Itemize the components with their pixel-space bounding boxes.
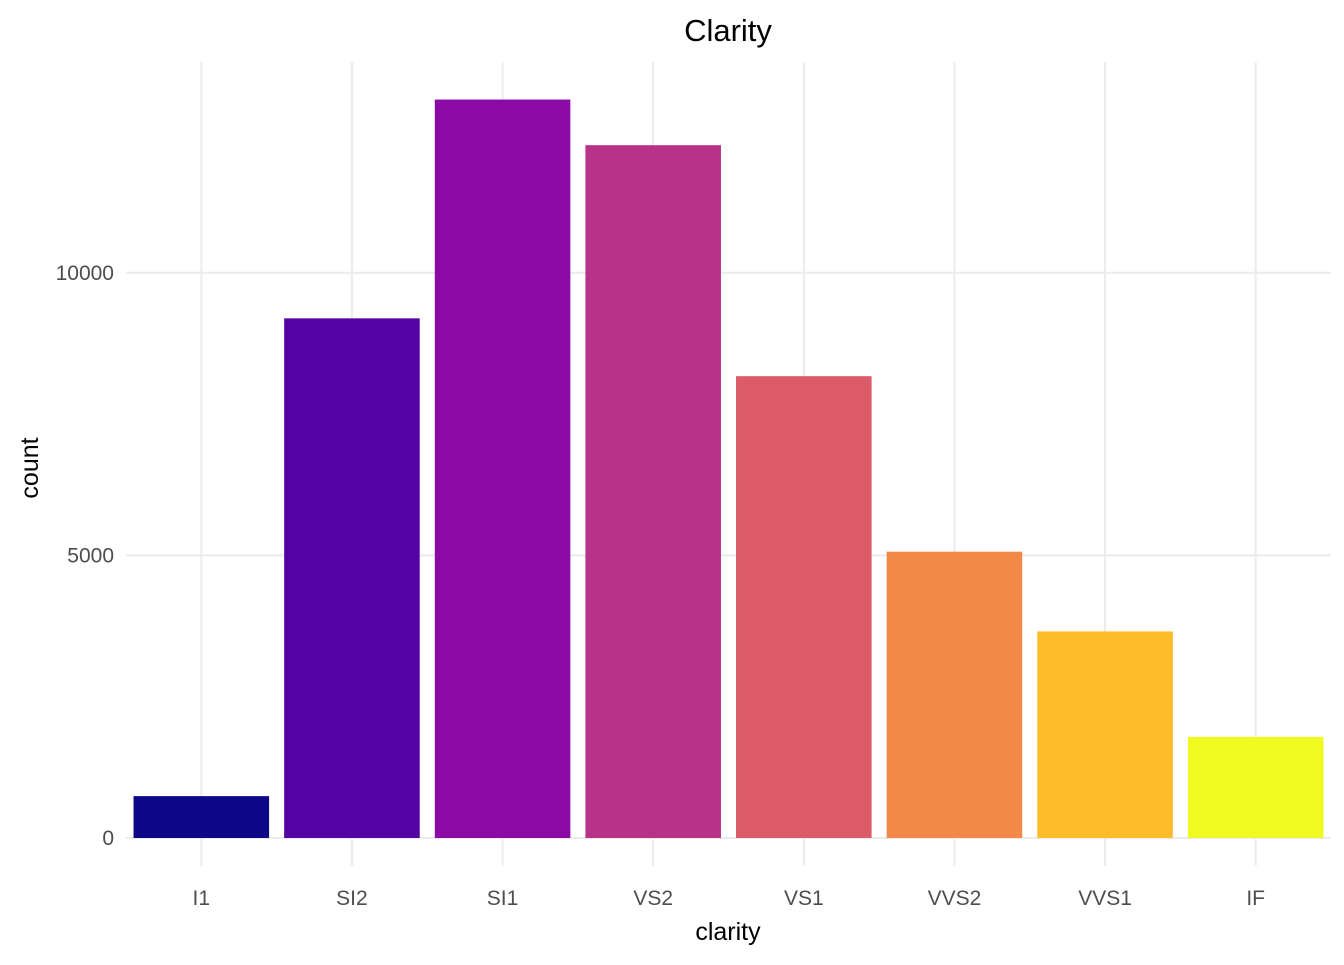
x-tick-label: VVS2 xyxy=(928,887,982,910)
y-axis-title: count xyxy=(16,437,44,498)
bar-si2 xyxy=(284,318,420,839)
bar-vvs1 xyxy=(1037,631,1173,838)
x-tick-label: I1 xyxy=(193,887,211,910)
x-tick-label: SI1 xyxy=(487,887,519,910)
x-tick-label: VS2 xyxy=(633,887,673,910)
x-tick-label: VS1 xyxy=(784,887,824,910)
y-tick-label: 0 xyxy=(102,827,114,850)
bars xyxy=(133,99,1324,839)
bar-if xyxy=(1187,736,1324,838)
y-tick-label: 5000 xyxy=(67,544,114,567)
chart-title: Clarity xyxy=(684,13,772,48)
x-axis-title: clarity xyxy=(695,918,761,946)
bar-si1 xyxy=(434,99,571,838)
bar-vs2 xyxy=(585,145,721,838)
x-tick-label: SI2 xyxy=(336,887,368,910)
bar-vs1 xyxy=(736,376,872,838)
x-tick-label: VVS1 xyxy=(1078,887,1132,910)
bar-vvs2 xyxy=(886,551,1023,838)
bar-i1 xyxy=(133,796,270,838)
x-axis-ticks: I1 SI2 SI1 VS2 VS1 VVS2 VVS1 IF xyxy=(193,887,1265,910)
y-tick-label: 10000 xyxy=(56,262,114,285)
y-axis-ticks: 0 5000 10000 xyxy=(56,262,114,850)
x-tick-label: IF xyxy=(1246,887,1265,910)
